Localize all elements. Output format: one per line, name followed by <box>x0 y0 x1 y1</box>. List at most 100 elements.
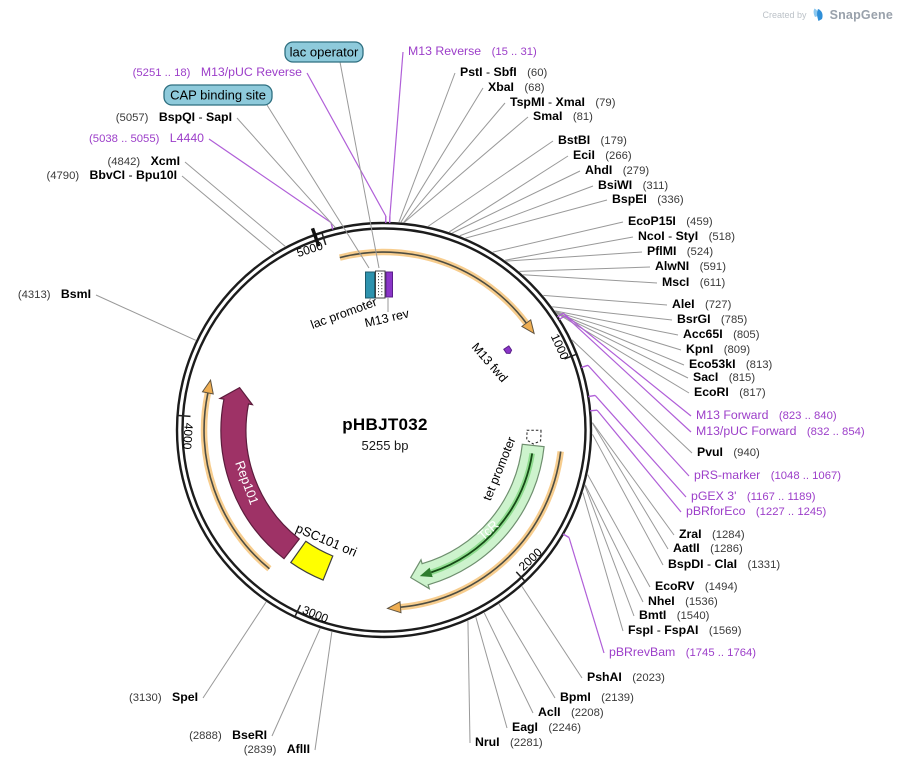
site-label-aflii[interactable]: (2839) AflII <box>244 742 310 756</box>
site-label-psti-sbfi[interactable]: PstI - SbfI (60) <box>460 65 547 79</box>
site-label-ecori[interactable]: EcoRI (817) <box>694 385 766 399</box>
site-label-bsiwi[interactable]: BsiWI (311) <box>598 178 668 192</box>
site-label-prs-marker[interactable]: pRS-marker (1048 .. 1067) <box>694 468 841 482</box>
site-label-pvui[interactable]: PvuI (940) <box>697 445 760 459</box>
site-label-pbrrevbam[interactable]: pBRrevBam (1745 .. 1764) <box>609 645 756 659</box>
map-feature-label-m13-fwd: M13 fwd <box>469 340 511 385</box>
site-label-bsrgi[interactable]: BsrGI (785) <box>677 312 748 326</box>
site-label-bpmi[interactable]: BpmI (2139) <box>560 690 634 704</box>
site-label-pgex-3-[interactable]: pGEX 3' (1167 .. 1189) <box>691 489 816 503</box>
primer-leader-pgex-3- <box>594 395 687 498</box>
enzyme-leader-nhei <box>584 484 644 603</box>
primer-site-tick <box>581 364 589 369</box>
site-label-l4440[interactable]: (5038 .. 5055) L4440 <box>89 131 204 145</box>
enzyme-leader-alwni <box>519 266 651 272</box>
site-label-ahdi[interactable]: AhdI (279) <box>585 163 649 177</box>
site-label-acc65i[interactable]: Acc65I (805) <box>683 327 760 341</box>
site-label-aatii[interactable]: AatII (1286) <box>673 541 743 555</box>
enzyme-leader-spei <box>202 601 267 699</box>
site-label-bmti[interactable]: BmtI (1540) <box>639 608 710 622</box>
enzyme-leader-pshai <box>521 586 583 679</box>
site-label-alwni[interactable]: AlwNI (591) <box>655 259 726 273</box>
site-label-bseri[interactable]: (2888) BseRI <box>189 728 267 742</box>
plasmid-size: 5255 bp <box>361 438 409 453</box>
primer-leader-m13-puc-forward <box>564 315 692 433</box>
site-label-pflmi[interactable]: PflMI (524) <box>647 244 713 258</box>
site-label-bspei[interactable]: BspEI (336) <box>612 192 684 206</box>
site-label-nhei[interactable]: NheI (1536) <box>648 594 718 608</box>
primer-leader-m13-forward <box>562 312 692 417</box>
enzyme-leader-ecii <box>448 155 569 233</box>
enzyme-leader-bspqi-sapi <box>236 117 336 228</box>
cluster-label-stub-0 <box>365 297 372 307</box>
site-label-pshai[interactable]: PshAI (2023) <box>587 670 665 684</box>
primer-leader-m13-reverse <box>389 51 404 217</box>
primer-leader-m13-puc-reverse <box>306 72 387 217</box>
site-label-bbvci-bpu10i[interactable]: (4790) BbvCI - Bpu10I <box>46 168 177 182</box>
site-label-acli[interactable]: AclI (2208) <box>538 705 604 719</box>
site-label-ecii[interactable]: EciI (266) <box>573 148 632 162</box>
tick-2000 <box>515 571 526 582</box>
orange-arc-core-0 <box>339 251 527 324</box>
watermark-brand: SnapGene <box>829 8 893 22</box>
lac-promoter-box[interactable] <box>375 270 386 299</box>
m13-fwd-primer-arrow[interactable] <box>503 345 513 354</box>
enzyme-leader-saci <box>556 312 689 379</box>
rep101-gene-arrow[interactable] <box>218 386 301 560</box>
tcr-inner-arrow <box>430 453 534 574</box>
enzyme-leader-xcmi <box>184 161 286 247</box>
primer-site-tick <box>588 394 596 398</box>
site-label-tspmi-xmai[interactable]: TspMI - XmaI (79) <box>510 95 616 109</box>
site-label-fspi-fspai[interactable]: FspI - FspAI (1569) <box>628 623 742 637</box>
primer-leader-prs-marker <box>587 364 690 477</box>
site-label-saci[interactable]: SacI (815) <box>693 370 755 384</box>
enzyme-leader-fspi-fspai <box>582 492 624 632</box>
site-label-pbrforeco[interactable]: pBRforEco (1227 .. 1245) <box>686 504 826 518</box>
tick-3000 <box>294 604 302 617</box>
site-label-bspqi-sapi[interactable]: (5057) BspQI - SapI <box>116 110 232 124</box>
site-label-bstbi[interactable]: BstBI (179) <box>558 133 627 147</box>
site-label-m13-forward[interactable]: M13 Forward (823 .. 840) <box>696 408 837 422</box>
enzyme-leader-pvui <box>571 339 693 454</box>
site-label-xbai[interactable]: XbaI (68) <box>488 80 545 94</box>
site-label-spei[interactable]: (3130) SpeI <box>129 690 198 704</box>
site-label-alei[interactable]: AleI (727) <box>672 297 732 311</box>
enzyme-leader-bsmi <box>95 294 196 341</box>
site-label-bsmi[interactable]: (4313) BsmI <box>18 287 91 301</box>
site-label-msci[interactable]: MscI (611) <box>662 275 726 289</box>
psc101-ori-box[interactable] <box>289 540 334 581</box>
site-label-eagi[interactable]: EagI (2246) <box>512 720 581 734</box>
enzyme-leader-acli <box>483 612 534 714</box>
site-label-smai[interactable]: SmaI (81) <box>533 109 593 123</box>
primer-site-tick <box>590 409 598 412</box>
site-label-nrui[interactable]: NruI (2281) <box>475 735 543 749</box>
enzyme-leader-aflii <box>314 631 333 751</box>
site-label-bspdi-clai[interactable]: BspDI - ClaI (1331) <box>668 557 780 571</box>
tet-promoter-arrow[interactable] <box>526 429 542 445</box>
enzyme-leader-bbvci-bpu10i <box>181 175 275 254</box>
plasmid-ring-inner <box>181 227 587 633</box>
cap-binding-site-box[interactable] <box>365 271 375 299</box>
site-label-zrai[interactable]: ZraI (1284) <box>679 527 745 541</box>
primer-site-tick <box>557 312 564 318</box>
tcr-inner-arrowhead <box>419 567 433 578</box>
site-label-xcmi[interactable]: (4842) XcmI <box>108 154 180 168</box>
feature-tag-lac-operator[interactable] <box>284 41 364 63</box>
primer-site-tick <box>562 533 570 539</box>
boxed-feature-leader <box>339 61 380 269</box>
site-label-ecorv[interactable]: EcoRV (1494) <box>655 579 738 593</box>
enzyme-leader-bmti <box>584 485 635 617</box>
site-label-kpni[interactable]: KpnI (809) <box>686 342 750 356</box>
enzyme-leader-pflmi <box>506 251 643 262</box>
enzyme-leader-alei <box>543 294 668 306</box>
site-label-m13-puc-reverse[interactable]: (5251 .. 18) M13/pUC Reverse <box>133 65 303 79</box>
site-label-m13-puc-forward[interactable]: M13/pUC Forward (832 .. 854) <box>696 424 865 438</box>
site-label-ncoi-styi[interactable]: NcoI - StyI (518) <box>638 229 735 243</box>
enzyme-leader-bsiwi <box>459 185 594 237</box>
feature-tag-label-lac-operator: lac operator <box>290 44 359 59</box>
site-label-eco53ki[interactable]: Eco53kI (813) <box>689 357 773 371</box>
feature-tag-cap-binding-site[interactable] <box>163 84 273 106</box>
m13-rev-box[interactable] <box>385 271 393 298</box>
site-label-m13-reverse[interactable]: M13 Reverse (15 .. 31) <box>408 44 537 58</box>
site-label-ecop15i[interactable]: EcoP15I (459) <box>628 214 713 228</box>
